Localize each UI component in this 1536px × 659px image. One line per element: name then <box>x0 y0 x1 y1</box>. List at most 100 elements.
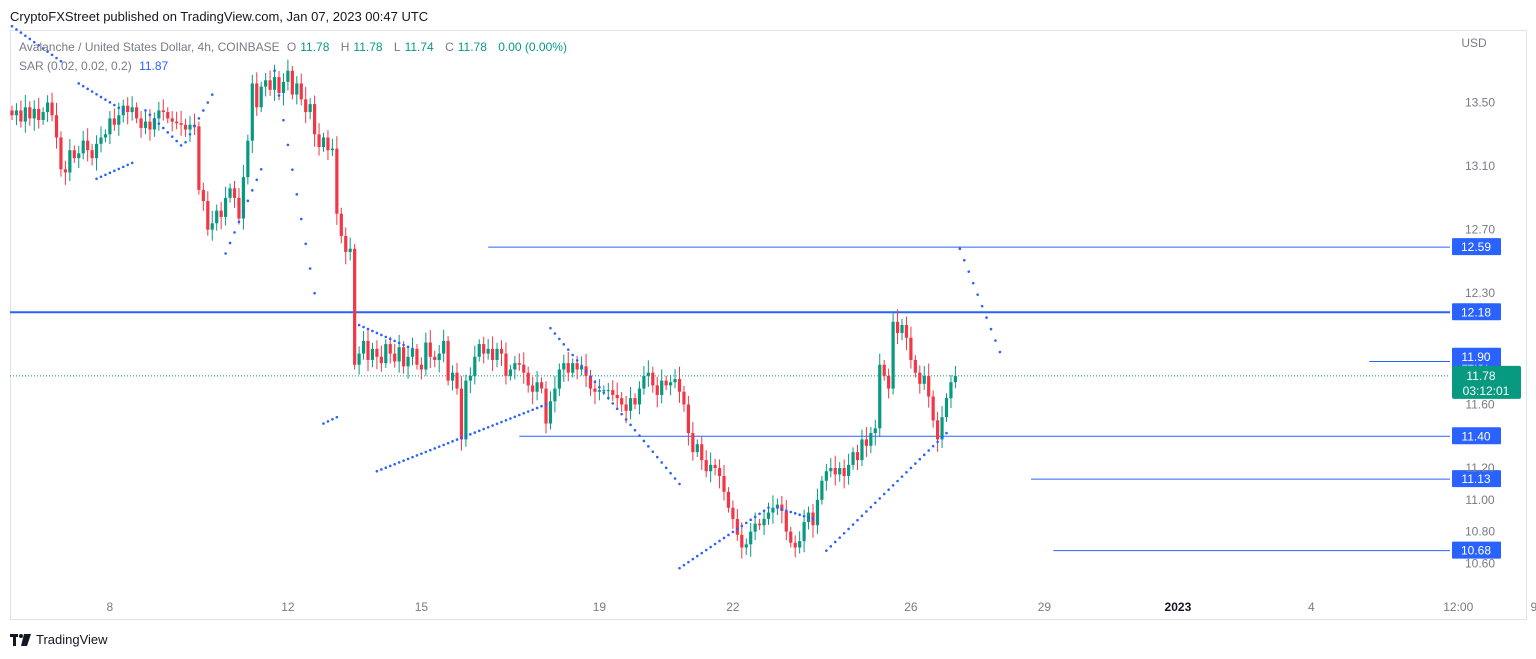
candle <box>633 393 637 410</box>
sar-dot <box>758 512 761 516</box>
candle <box>842 459 846 489</box>
sar-dot <box>731 530 735 534</box>
candle <box>557 363 561 396</box>
candle-body <box>201 189 205 202</box>
candle-body <box>384 344 388 364</box>
level-label-box <box>1452 427 1501 445</box>
sar-dot <box>673 477 677 480</box>
candle-body <box>464 380 468 440</box>
candle-body <box>829 468 833 472</box>
candle-body <box>272 77 277 90</box>
candle-body <box>10 110 14 116</box>
candle-body <box>909 337 913 360</box>
candle-body <box>704 460 708 472</box>
candle-body <box>94 143 99 159</box>
sar-dot <box>851 523 855 526</box>
open-label: O <box>286 40 297 54</box>
candle <box>566 352 570 382</box>
x-tick-label: 9 <box>1531 600 1536 614</box>
candle <box>157 101 161 131</box>
sar-dot <box>869 505 873 509</box>
sar-dot <box>397 341 401 345</box>
sar-dot <box>985 316 988 319</box>
sar-dot <box>785 509 788 512</box>
candle <box>317 123 321 156</box>
x-tick-label: 29 <box>1038 600 1052 614</box>
sar-dot <box>255 178 259 182</box>
candle <box>522 352 526 384</box>
sar-dot <box>633 428 637 432</box>
candle <box>878 353 882 437</box>
candle-body <box>90 150 94 159</box>
close-label: C <box>445 40 454 54</box>
candle <box>660 369 664 404</box>
sar-dot <box>19 31 23 34</box>
level-label: 11.13 <box>1461 472 1490 486</box>
sar-dot <box>878 497 882 500</box>
sar-dot <box>976 293 979 296</box>
candle-body <box>726 491 731 508</box>
candle <box>437 345 441 373</box>
sar-dot <box>411 347 414 351</box>
chart-frame[interactable] <box>10 30 1527 620</box>
candle-body <box>59 137 63 170</box>
candle-body <box>442 340 446 354</box>
candle <box>201 182 205 211</box>
sar-dot <box>411 455 414 459</box>
tradingview-footer[interactable]: TradingView <box>10 632 108 647</box>
candle <box>321 132 326 152</box>
sar-dot <box>780 507 784 511</box>
sar-dot <box>259 167 263 171</box>
candle <box>384 339 388 368</box>
candle-body <box>308 104 312 113</box>
candle <box>86 128 90 162</box>
sar-dot <box>286 143 290 147</box>
sar-dot <box>922 453 926 457</box>
sar-dot <box>121 109 125 112</box>
candle-body <box>157 110 161 119</box>
candle-body <box>580 366 584 370</box>
candle-body <box>379 356 383 364</box>
high-value: 11.78 <box>353 40 383 54</box>
candle-body <box>72 150 76 159</box>
candle-body <box>237 197 241 219</box>
candle-body <box>504 353 508 376</box>
candle-body <box>50 102 54 116</box>
candle-body <box>749 531 753 545</box>
sar-dot <box>366 327 370 331</box>
sar-dot <box>825 549 828 552</box>
low-label: L <box>393 40 401 54</box>
candle <box>655 376 659 408</box>
sar-dot <box>433 447 437 450</box>
sar-dot <box>660 461 663 464</box>
sar-dot <box>210 93 214 96</box>
candle-body <box>468 375 472 381</box>
candle <box>869 427 873 454</box>
legend-symbol-row: Avalanche / United States Dollar, 4h, CO… <box>19 38 571 57</box>
sar-dot <box>669 471 672 475</box>
candle-body <box>895 321 900 333</box>
sar-dot <box>295 193 299 196</box>
sar-dot <box>811 517 815 521</box>
sar-dot <box>202 109 205 112</box>
sar-dot <box>718 539 721 543</box>
candle-body <box>722 475 726 492</box>
level-label: 10.68 <box>1461 544 1491 558</box>
candle <box>477 339 481 362</box>
candle <box>19 100 23 128</box>
candle <box>259 81 263 113</box>
sar-dot <box>509 417 512 420</box>
candle <box>588 369 593 396</box>
candle-body <box>130 107 134 113</box>
candle-body <box>304 99 308 113</box>
candle-body <box>571 363 575 373</box>
candle <box>175 111 179 130</box>
candle <box>847 453 851 485</box>
candle <box>290 65 294 100</box>
candle <box>402 341 406 374</box>
candle-body <box>197 126 201 190</box>
sar-dot <box>526 410 530 413</box>
sar-dot <box>629 423 632 427</box>
sar-dot <box>927 449 930 452</box>
